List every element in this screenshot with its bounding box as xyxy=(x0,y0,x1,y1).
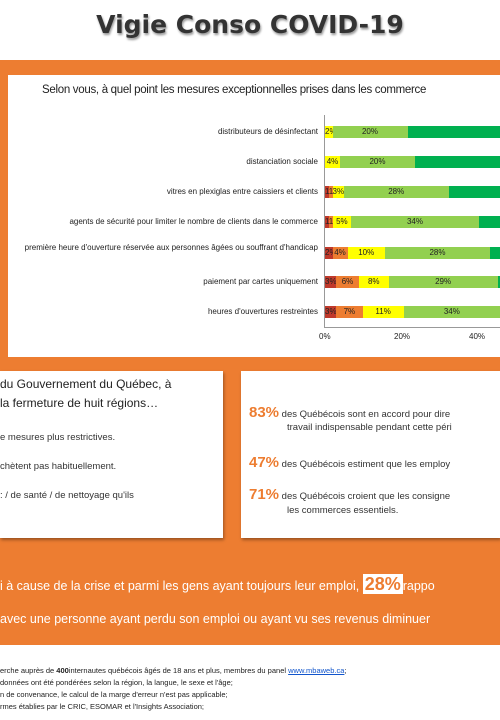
bar-segment: 2% xyxy=(325,126,333,138)
bar-segment xyxy=(448,186,500,198)
x-tick-label: 20% xyxy=(394,332,411,341)
bar-segment: 2% xyxy=(325,247,333,259)
bar-segment: 3% xyxy=(325,276,337,288)
left-panel-line1: du Gouvernement du Québec, à xyxy=(0,377,172,391)
stat-3-pct: 71% xyxy=(249,486,280,503)
bottom-line-1-pct: 28% xyxy=(362,574,403,594)
category-label: première heure d'ouverture réservée aux … xyxy=(24,243,318,252)
left-panel-item1: e mesures plus restrictives. xyxy=(0,432,116,443)
bottom-line-1-post: rappo xyxy=(402,579,435,593)
category-label: vitres en plexiglas entre caissiers et c… xyxy=(166,187,318,196)
left-panel-line2: la fermeture de huit régions… xyxy=(0,396,159,410)
footer-line1: erche auprès de 400internautes québécois… xyxy=(0,666,347,675)
chart-title: Selon vous, à quel point les mesures exc… xyxy=(42,84,427,96)
bar-segment: 6% xyxy=(336,276,359,288)
bar-segment: 4% xyxy=(325,156,340,168)
footer-l1-end: ; xyxy=(344,666,347,675)
bar-segment: 20% xyxy=(340,156,415,168)
bar-segment xyxy=(497,276,500,288)
chart-y-axis xyxy=(324,115,325,327)
bottom-line-2: avec une personne ayant perdu son emploi… xyxy=(0,612,431,626)
footer-l1-pre: erche auprès de xyxy=(0,666,57,675)
bar-segment: 20% xyxy=(332,126,408,138)
bar-segment: 1% xyxy=(328,216,333,228)
page-title: Vigie Conso COVID-19 xyxy=(96,10,404,39)
bar-segment: 4% xyxy=(332,247,348,259)
stat-2: 47% des Québécois estiment que les emplo… xyxy=(249,454,450,471)
bar-segment xyxy=(407,126,500,138)
bar-segment xyxy=(478,216,500,228)
left-info-panel xyxy=(0,371,223,538)
bar-segment: 8% xyxy=(358,276,389,288)
bar-segment xyxy=(415,156,500,168)
right-stats-panel xyxy=(241,371,500,538)
footer-l1-mid: internautes québécois âgés de 18 ans et … xyxy=(68,666,289,675)
bar-segment: 1% xyxy=(325,186,329,198)
footer-line3: n de convenance, le calcul de la marge d… xyxy=(0,690,228,699)
stat-3: 71% des Québécois croient que les consig… xyxy=(249,486,450,503)
category-label: agents de sécurité pour limiter le nombr… xyxy=(69,217,318,226)
stat-1-pct: 83% xyxy=(249,404,280,421)
bar-segment: 1% xyxy=(328,186,333,198)
category-label: distributeurs de désinfectant xyxy=(217,127,318,136)
chart-x-axis xyxy=(324,327,500,328)
bar-segment: 3% xyxy=(332,186,344,198)
bar-segment: 3% xyxy=(325,306,337,318)
bar-segment: 29% xyxy=(388,276,498,288)
x-tick-label: 40% xyxy=(469,332,486,341)
stat-3-text: des Québécois croient que les consigne xyxy=(281,491,451,502)
stat-1: 83% des Québécois sont en accord pour di… xyxy=(249,404,450,421)
stat-2-pct: 47% xyxy=(249,454,280,471)
bottom-line-1-pre: i à cause de la crise et parmi les gens … xyxy=(0,579,360,593)
bar-segment xyxy=(490,247,500,259)
stat-1-text2: travail indispensable pendant cette péri xyxy=(287,422,452,433)
bottom-line-1: i à cause de la crise et parmi les gens … xyxy=(0,574,435,595)
left-panel-item2: chètent pas habituellement. xyxy=(0,461,117,472)
bar-segment: 1% xyxy=(325,216,329,228)
panel-link[interactable]: www.mbaweb.ca xyxy=(288,666,345,675)
stat-2-text: des Québécois estiment que les employ xyxy=(281,459,451,470)
bar-segment: 10% xyxy=(347,247,385,259)
bar-segment: 11% xyxy=(362,306,404,318)
footer-l1-num: 400 xyxy=(56,666,69,675)
stat-1-text: des Québécois sont en accord pour dire xyxy=(281,409,451,420)
footer-line4: rmes établies par le CRIC, ESOMAR et l'I… xyxy=(0,702,205,711)
bar-segment: 5% xyxy=(332,216,352,228)
x-tick-label: 0% xyxy=(319,332,331,341)
bar-segment: 28% xyxy=(385,247,490,259)
bar-segment: 34% xyxy=(351,216,479,228)
bar-segment: 28% xyxy=(343,186,449,198)
bar-segment: 7% xyxy=(336,306,363,318)
category-label: heures d'ouvertures restreintes xyxy=(207,307,318,316)
category-label: paiement par cartes uniquement xyxy=(203,277,318,286)
left-panel-item3: : / de santé / de nettoyage qu'ils xyxy=(0,490,134,501)
bar-segment: 34% xyxy=(403,306,500,318)
footer-line2: données ont été pondérées selon la régio… xyxy=(0,678,233,687)
stat-3-text2: les commerces essentiels. xyxy=(287,505,399,516)
category-label: distanciation sociale xyxy=(246,157,318,166)
